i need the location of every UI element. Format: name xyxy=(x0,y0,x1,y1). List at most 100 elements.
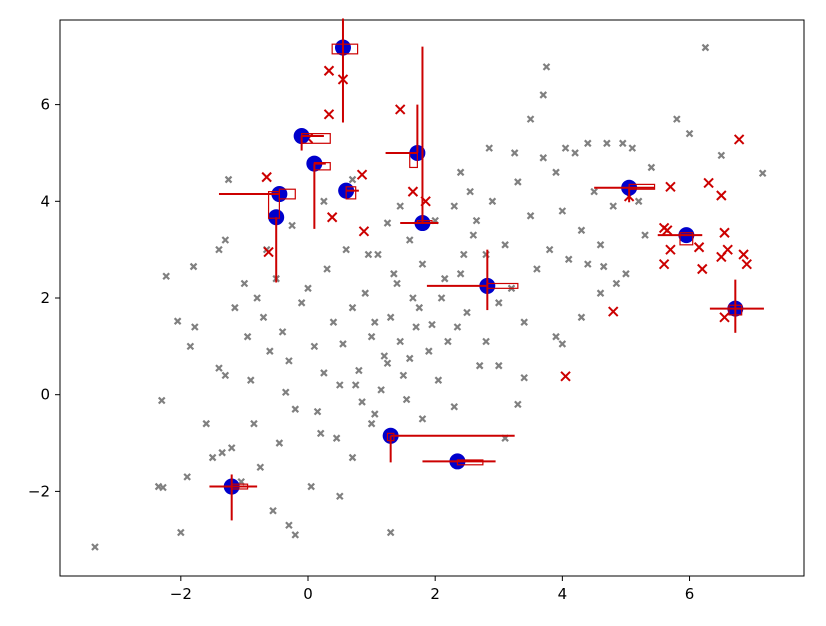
background-point xyxy=(584,139,592,148)
background-point xyxy=(281,388,290,397)
background-point xyxy=(418,415,427,423)
background-point xyxy=(313,407,322,416)
background-point xyxy=(221,371,230,380)
center-group xyxy=(594,179,656,203)
background-point xyxy=(162,272,170,281)
background-point xyxy=(320,197,328,206)
background-point xyxy=(218,448,226,457)
background-point xyxy=(191,323,199,331)
background-point xyxy=(329,318,338,326)
background-point xyxy=(243,332,252,341)
background-point xyxy=(386,313,395,322)
background-point xyxy=(456,270,465,278)
background-point xyxy=(266,347,274,355)
background-point xyxy=(440,274,449,283)
background-point xyxy=(475,361,484,370)
cluster-centers xyxy=(209,18,764,521)
background-point xyxy=(351,381,360,389)
local-point xyxy=(358,226,370,237)
background-point xyxy=(596,289,605,297)
local-point xyxy=(407,186,419,197)
background-point xyxy=(307,482,315,491)
x-tick-label: 0 xyxy=(303,585,313,603)
background-point xyxy=(577,226,586,235)
background-point xyxy=(215,245,223,254)
background-point xyxy=(520,318,528,326)
local-point xyxy=(703,177,714,189)
background-point xyxy=(173,317,182,325)
background-point xyxy=(285,521,293,530)
background-point xyxy=(291,531,300,539)
background-point xyxy=(717,151,726,160)
background-point xyxy=(494,361,503,370)
background-point xyxy=(183,473,191,481)
background-point xyxy=(469,231,478,239)
local-point xyxy=(697,263,708,275)
background-point xyxy=(288,221,296,230)
background-point xyxy=(599,262,608,271)
y-tick-label: 4 xyxy=(40,192,50,210)
local-point xyxy=(560,371,571,382)
local-point xyxy=(665,244,676,255)
background-point xyxy=(374,250,382,259)
background-point xyxy=(393,279,401,288)
background-point xyxy=(526,115,535,123)
local-point xyxy=(394,104,406,115)
background-point xyxy=(437,294,446,302)
local-point xyxy=(738,249,749,260)
background-point xyxy=(577,313,586,322)
background-point xyxy=(390,270,398,278)
background-point xyxy=(514,400,522,409)
background-point xyxy=(472,216,481,225)
background-point xyxy=(189,262,198,271)
background-point xyxy=(482,337,490,346)
background-point xyxy=(370,318,379,326)
background-point xyxy=(405,354,414,363)
background-point xyxy=(159,483,167,492)
background-point xyxy=(460,250,468,259)
local-point xyxy=(741,258,752,270)
background-point xyxy=(256,463,265,471)
center-group xyxy=(338,182,359,200)
background-point xyxy=(202,419,211,428)
background-point xyxy=(494,299,503,307)
background-point xyxy=(370,410,379,418)
background-point xyxy=(364,250,373,259)
background-point xyxy=(275,439,284,447)
local-point xyxy=(693,242,705,253)
center-group xyxy=(422,453,496,470)
background-point xyxy=(571,149,579,157)
background-point xyxy=(348,453,357,462)
x-axis: −2 0 2 4 6 xyxy=(170,576,694,603)
local-point xyxy=(326,212,338,223)
background-point xyxy=(91,543,99,551)
background-point xyxy=(456,168,465,177)
background-point xyxy=(405,236,414,244)
background-point xyxy=(177,528,185,537)
background-point xyxy=(628,144,637,152)
background-point xyxy=(291,405,300,413)
center-group xyxy=(400,46,439,232)
background-point xyxy=(231,303,239,312)
background-point xyxy=(612,279,621,288)
background-point xyxy=(596,241,605,249)
center-group xyxy=(709,279,764,333)
background-point xyxy=(367,332,376,341)
background-point xyxy=(514,178,522,186)
local-points xyxy=(261,65,752,382)
background-point xyxy=(399,371,408,380)
local-point xyxy=(716,251,727,263)
local-point xyxy=(733,134,745,145)
x-tick-label: 2 xyxy=(430,585,440,603)
background-point xyxy=(466,187,474,196)
background-point xyxy=(253,294,261,302)
background-point xyxy=(250,419,258,428)
background-point xyxy=(561,144,570,152)
local-point xyxy=(719,227,730,238)
background-point xyxy=(558,207,567,215)
background-point xyxy=(383,219,392,227)
background-point xyxy=(428,320,436,329)
background-point xyxy=(542,63,551,71)
background-point xyxy=(539,154,548,162)
background-point xyxy=(412,323,420,331)
